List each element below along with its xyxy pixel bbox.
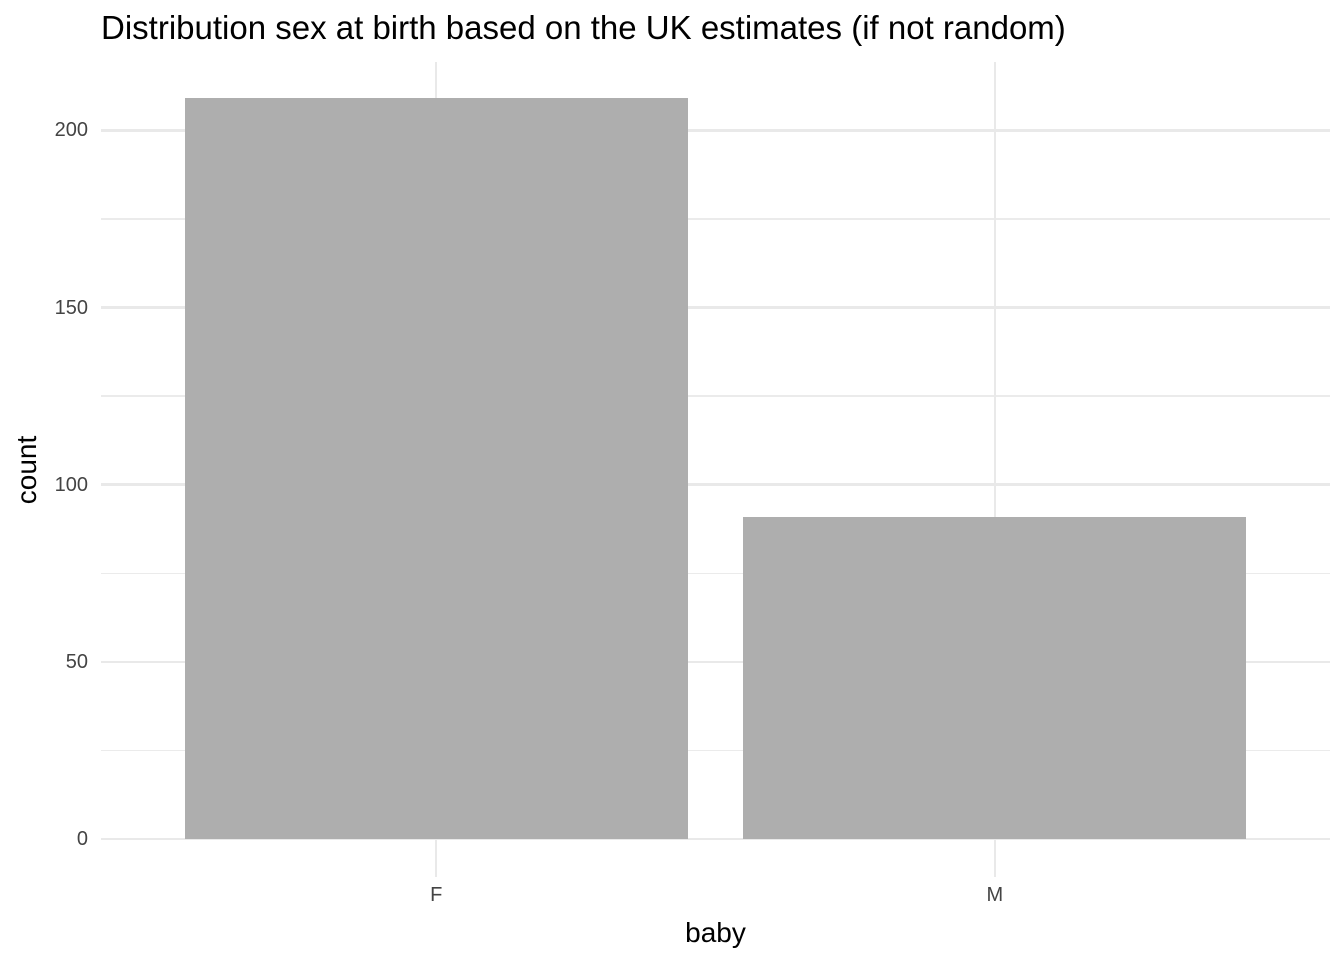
gridline-y-minor bbox=[101, 218, 1330, 220]
gridline-y-major bbox=[101, 129, 1330, 132]
plot-panel bbox=[101, 62, 1330, 877]
y-tick-label: 150 bbox=[54, 296, 88, 319]
y-tick-label: 50 bbox=[65, 650, 88, 673]
bar-F bbox=[184, 98, 688, 840]
x-axis-title: baby bbox=[685, 917, 746, 948]
gridline-x-major bbox=[993, 62, 997, 877]
gridline-y-major bbox=[101, 306, 1330, 309]
gridline-y-major bbox=[101, 483, 1330, 487]
x-tick-label: F bbox=[430, 884, 443, 906]
gridline-y-major bbox=[101, 837, 1330, 841]
gridline-y-minor bbox=[101, 395, 1330, 397]
x-tick-label: M bbox=[986, 884, 1004, 906]
y-tick-label: 0 bbox=[76, 828, 88, 851]
y-axis-title: count bbox=[11, 435, 42, 505]
y-axis-tick-labels: 0 50 100 150 200 bbox=[0, 62, 88, 877]
gridline-y-major bbox=[101, 660, 1330, 664]
gridline-y-minor bbox=[101, 572, 1330, 575]
gridline-y-minor bbox=[101, 749, 1330, 752]
y-tick-label: 100 bbox=[54, 473, 88, 496]
bar-M bbox=[743, 516, 1247, 840]
plot-title: Distribution sex at birth based on the U… bbox=[101, 9, 1066, 46]
y-tick-label: 200 bbox=[54, 119, 88, 142]
